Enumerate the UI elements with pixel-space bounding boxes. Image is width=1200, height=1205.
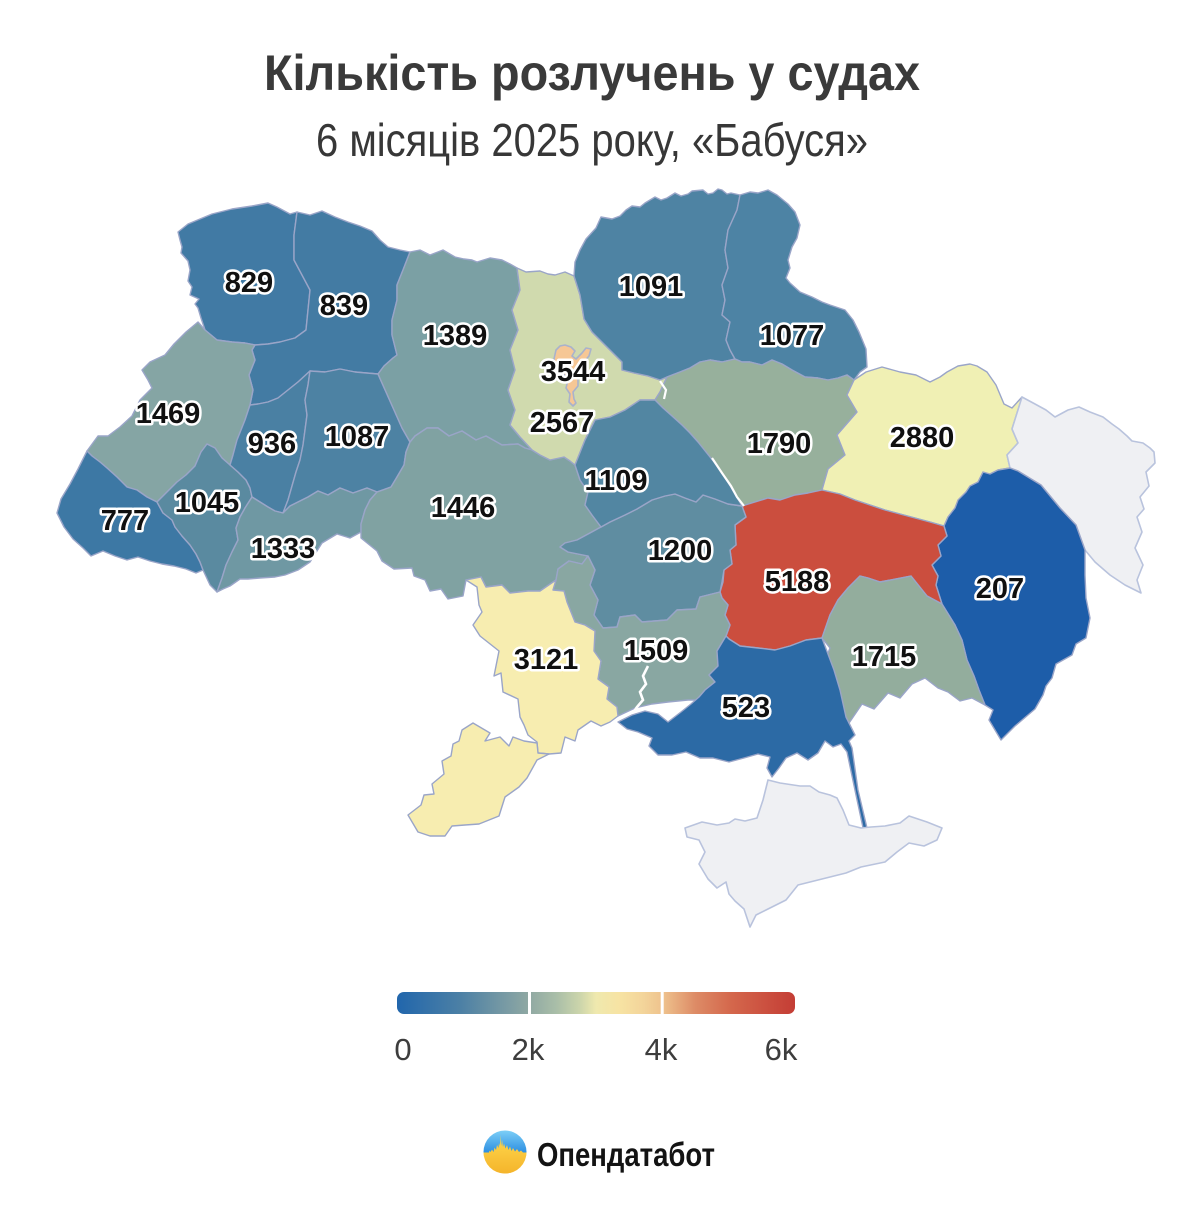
svg-text:1200: 1200	[648, 535, 713, 567]
svg-text:Кількість розлучень у судах: Кількість розлучень у судах	[264, 45, 920, 101]
svg-text:2567: 2567	[530, 407, 595, 439]
svg-text:4k: 4k	[645, 1032, 678, 1067]
svg-text:3121: 3121	[514, 644, 579, 676]
svg-text:1077: 1077	[760, 320, 825, 352]
svg-text:839: 839	[320, 290, 368, 322]
svg-text:207: 207	[976, 573, 1024, 605]
svg-text:6 місяців 2025 року, «Бабуся»: 6 місяців 2025 року, «Бабуся»	[316, 114, 868, 166]
svg-text:1446: 1446	[431, 492, 496, 524]
svg-text:6k: 6k	[765, 1032, 798, 1067]
svg-text:936: 936	[248, 428, 296, 460]
svg-text:777: 777	[101, 505, 149, 537]
svg-text:2880: 2880	[890, 422, 955, 454]
svg-text:1333: 1333	[251, 533, 316, 565]
svg-text:1087: 1087	[325, 421, 390, 453]
svg-text:1790: 1790	[747, 428, 812, 460]
svg-text:1091: 1091	[619, 271, 684, 303]
svg-text:0: 0	[394, 1032, 411, 1067]
svg-text:523: 523	[722, 692, 770, 724]
svg-text:Опендатабот: Опендатабот	[537, 1136, 715, 1173]
svg-text:1509: 1509	[624, 635, 689, 667]
svg-text:2k: 2k	[512, 1032, 545, 1067]
svg-text:1045: 1045	[175, 487, 240, 519]
svg-text:1389: 1389	[423, 320, 488, 352]
svg-text:5188: 5188	[765, 566, 830, 598]
svg-text:829: 829	[225, 267, 273, 299]
svg-text:3544: 3544	[541, 356, 606, 388]
svg-text:1715: 1715	[852, 641, 917, 673]
svg-text:1109: 1109	[585, 465, 648, 497]
svg-text:1469: 1469	[136, 398, 201, 430]
